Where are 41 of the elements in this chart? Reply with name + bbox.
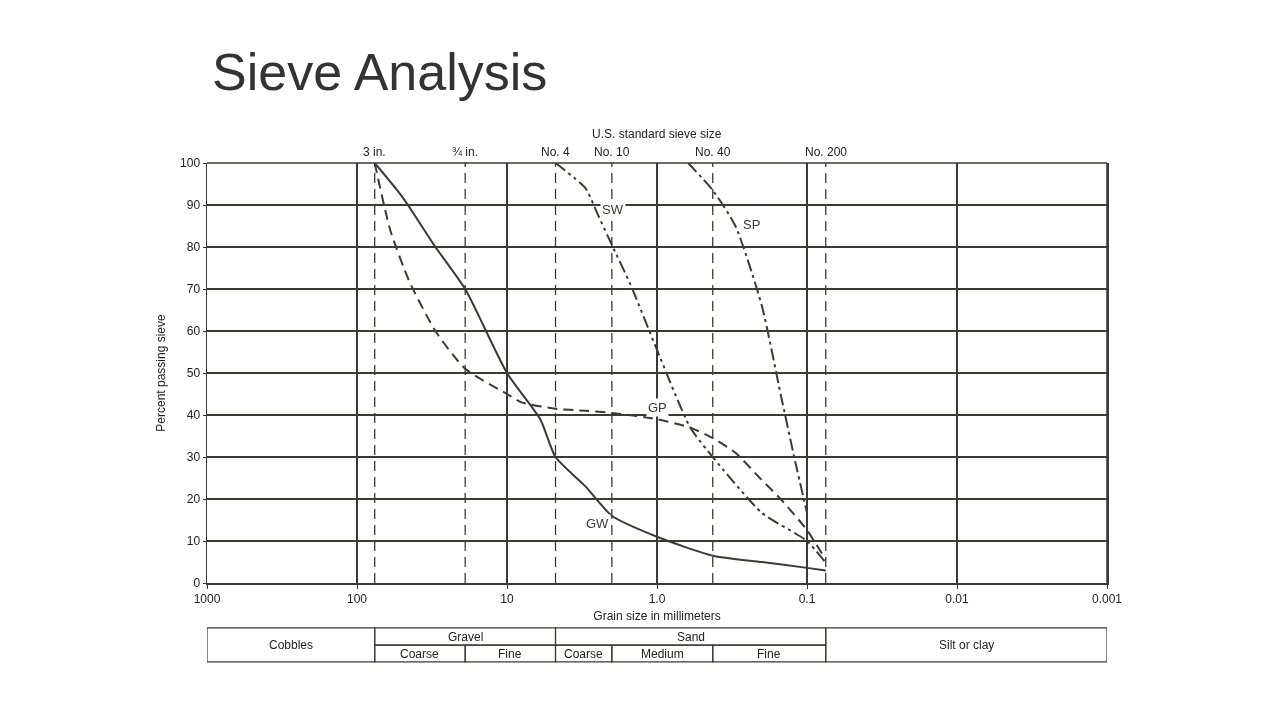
x-tick-label: 0.001 [1091,591,1123,606]
ref-line-label: ¾ in. [452,145,479,159]
y-tick-label: 20 [186,492,201,507]
text: Medium [641,647,684,661]
text: Fine [498,647,522,661]
series-label: SW [602,202,624,217]
y-tick-label: 30 [186,450,201,465]
ref-line-label: 3 in. [363,145,386,159]
series-label: SP [743,217,761,232]
series-label: GW [586,516,610,531]
series-label: GP [648,400,667,415]
y-axis-title: Percent passing sieve [153,313,168,432]
y-tick-label: 90 [186,198,201,213]
x-axis-title: Grain size in millimeters [593,608,721,623]
text: Cobbles [269,638,314,652]
text: Coarse [564,647,604,661]
y-tick-label: 40 [186,408,201,423]
ref-line-label: No. 200 [805,145,848,159]
y-tick-label: 10 [186,534,201,549]
x-tick-label: 100 [346,591,368,606]
y-tick-label: 100 [180,156,201,171]
y-tick-label: 70 [186,282,201,297]
ref-line-label: No. 10 [594,145,630,159]
text: Gravel [448,630,484,644]
y-tick-label: 80 [186,240,201,255]
x-tick-label: 1.0 [648,591,666,606]
text: Coarse [400,647,440,661]
x2-axis-title: U.S. standard sieve size [592,127,722,141]
x-tick-label: 1000 [193,591,221,606]
chart-title: Sieve Analysis [212,43,548,102]
x-tick-label: 0.01 [945,591,969,606]
y-tick-label: 50 [186,366,201,381]
ref-line-label: No. 40 [695,145,731,159]
y-tick-label: 0 [193,576,201,591]
ref-line-label: No. 4 [541,145,571,159]
text: Fine [757,647,781,661]
x-tick-label: 0.1 [798,591,816,606]
text: Sand [677,630,706,644]
x-tick-label: 10 [500,591,514,606]
y-tick-label: 60 [186,324,201,339]
text: Silt or clay [939,638,995,652]
